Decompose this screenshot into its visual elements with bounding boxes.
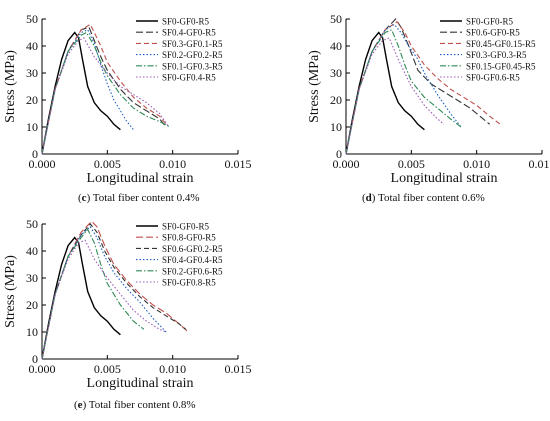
y-tick-label: 20 bbox=[330, 93, 342, 107]
x-tick-label: 0.000 bbox=[333, 157, 360, 171]
legend-label: SF0.3-GF0.1-R5 bbox=[162, 39, 223, 49]
y-tick-label: 50 bbox=[330, 12, 342, 26]
series-line bbox=[42, 229, 144, 359]
legend-label: SF0-GF0-R5 bbox=[162, 222, 210, 232]
y-tick-label: 30 bbox=[26, 66, 38, 80]
caption-d-text: Total fiber content 0.6% bbox=[378, 192, 485, 204]
series-line bbox=[42, 33, 170, 155]
legend-label: SF0.4-GF0.4-R5 bbox=[162, 255, 223, 265]
x-tick-label: 0.015 bbox=[529, 157, 550, 171]
x-axis-label: Longitudinal strain bbox=[391, 171, 498, 186]
legend-label: SF0.3-GF0.3-R5 bbox=[466, 50, 527, 60]
legend-label: SF0-GF0.8-R5 bbox=[162, 278, 216, 288]
x-tick-label: 0.000 bbox=[29, 157, 56, 171]
caption-c: (c) Total fiber content 0.4% bbox=[78, 192, 200, 204]
y-axis-label: Stress (MPa) bbox=[3, 50, 18, 123]
x-tick-label: 0.005 bbox=[398, 157, 425, 171]
y-tick-label: 40 bbox=[26, 244, 38, 258]
caption-c-letter: c bbox=[82, 192, 87, 204]
y-tick-label: 50 bbox=[26, 217, 38, 231]
series-line bbox=[42, 38, 169, 154]
legend-label: SF0.15-GF0.45-R5 bbox=[466, 61, 536, 71]
caption-d-letter: d bbox=[366, 192, 372, 204]
legend-label: SF0-GF0-R5 bbox=[162, 17, 210, 27]
legend-label: SF0-GF0-R5 bbox=[466, 17, 514, 27]
y-tick-label: 40 bbox=[330, 39, 342, 53]
legend-label: SF0.2-GF0.2-R5 bbox=[162, 50, 223, 60]
legend-label: SF0.4-GF0-R5 bbox=[162, 28, 216, 38]
chart-panel-d: 010203040500.0000.0050.0100.015Longitudi… bbox=[307, 12, 550, 186]
legend-label: SF0.8-GF0-R5 bbox=[162, 233, 216, 243]
y-tick-label: 10 bbox=[26, 325, 38, 339]
caption-c-text: Total fiber content 0.4% bbox=[93, 192, 200, 204]
series-line bbox=[42, 30, 134, 154]
legend-label: SF0-GF0.6-R5 bbox=[466, 73, 520, 83]
y-tick-label: 30 bbox=[26, 271, 38, 285]
x-tick-label: 0.015 bbox=[225, 157, 252, 171]
y-axis-label: Stress (MPa) bbox=[307, 50, 322, 123]
y-tick-label: 10 bbox=[26, 120, 38, 134]
y-tick-label: 10 bbox=[330, 120, 342, 134]
legend-label: SF0-GF0.4-R5 bbox=[162, 73, 216, 83]
series-line bbox=[42, 240, 166, 359]
y-tick-label: 50 bbox=[26, 12, 38, 26]
legend-label: SF0.6-GF0.2-R5 bbox=[162, 244, 223, 254]
x-axis-label: Longitudinal strain bbox=[87, 376, 194, 391]
caption-e-letter: e bbox=[78, 399, 83, 411]
x-tick-label: 0.000 bbox=[29, 362, 56, 376]
y-tick-label: 20 bbox=[26, 298, 38, 312]
x-axis-label: Longitudinal strain bbox=[87, 171, 194, 186]
y-tick-label: 40 bbox=[26, 39, 38, 53]
caption-e-text: Total fiber content 0.8% bbox=[89, 399, 196, 411]
legend-label: SF0.1-GF0.3-R5 bbox=[162, 61, 223, 71]
legend-label: SF0.2-GF0.6-R5 bbox=[162, 266, 223, 276]
legend-label: SF0.45-GF0.15-R5 bbox=[466, 39, 536, 49]
series-line bbox=[42, 27, 166, 154]
legend-label: SF0.6-GF0-R5 bbox=[466, 28, 520, 38]
caption-e: (e) Total fiber content 0.8% bbox=[74, 399, 196, 411]
x-tick-label: 0.015 bbox=[225, 362, 252, 376]
y-tick-label: 30 bbox=[330, 66, 342, 80]
x-tick-label: 0.010 bbox=[159, 362, 186, 376]
x-tick-label: 0.005 bbox=[94, 362, 121, 376]
x-tick-label: 0.010 bbox=[159, 157, 186, 171]
x-tick-label: 0.010 bbox=[463, 157, 490, 171]
caption-d: (d) Total fiber content 0.6% bbox=[362, 192, 485, 204]
series-line bbox=[42, 227, 166, 359]
y-axis-label: Stress (MPa) bbox=[3, 255, 18, 328]
y-tick-label: 20 bbox=[26, 93, 38, 107]
x-tick-label: 0.005 bbox=[94, 157, 121, 171]
